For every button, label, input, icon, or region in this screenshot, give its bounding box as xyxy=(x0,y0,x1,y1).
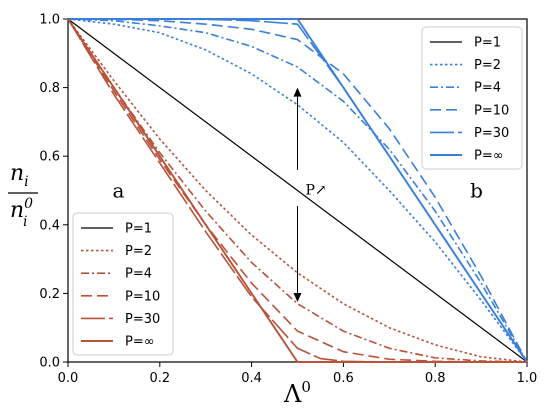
y-label-den-symbol: n xyxy=(10,198,24,223)
legend-label: P=30 xyxy=(125,312,160,327)
panel-label-a: a xyxy=(113,179,125,203)
legend-label: P=∞ xyxy=(125,335,155,350)
legend-label: P=10 xyxy=(125,289,160,304)
x-tick-label: 0.6 xyxy=(333,371,354,386)
legend-layer: P=1 P=2 P=4 P=10 P=30 P=∞ P=1 P=2 P=4 P=10 P=30 P=∞ xyxy=(72,26,523,356)
x-tick-label: 0.4 xyxy=(241,371,262,386)
legend-label: P=10 xyxy=(474,103,509,118)
x-tick-label: 1.0 xyxy=(517,371,538,386)
y-tick-label: 0.4 xyxy=(39,218,60,233)
legend-a: P=1 P=2 P=4 P=10 P=30 P=∞ xyxy=(72,212,174,356)
y-tick-label: 0.2 xyxy=(39,287,60,302)
x-tick-label: 0.2 xyxy=(149,371,170,386)
panel-label-b: b xyxy=(470,179,483,203)
series-line-blue-p4 xyxy=(67,18,528,363)
series-line-blue-p2 xyxy=(67,18,528,363)
y-label-num-symbol: n xyxy=(10,161,24,186)
arrow-down-head xyxy=(293,292,302,302)
x-axis-symbol: Λ xyxy=(283,380,302,408)
y-tick-label: 0.6 xyxy=(39,150,60,165)
x-tick-label: 0.8 xyxy=(425,371,446,386)
series-line-blue-p10 xyxy=(67,18,528,363)
x-axis-superscript: 0 xyxy=(301,378,311,396)
series-line-red-p2 xyxy=(67,18,528,363)
legend-label: P=1 xyxy=(474,36,501,51)
series-line-black-p1 xyxy=(67,18,528,363)
y-label-num-subscript: i xyxy=(24,174,28,190)
legend-label: P=4 xyxy=(474,81,501,96)
series-line-red-pinf xyxy=(67,18,527,363)
y-label-den-superscript: 0 xyxy=(24,196,33,212)
series-layer xyxy=(67,18,528,363)
y-tick-label: 0.8 xyxy=(39,81,60,96)
legend-label: P=4 xyxy=(125,267,152,282)
y-tick-label: 1.0 xyxy=(39,13,60,28)
x-axis-label: Λ0 xyxy=(283,378,311,408)
y-label-denominator: n0 i xyxy=(10,196,33,230)
y-label-numerator: ni xyxy=(10,161,29,190)
legend-label: P=2 xyxy=(125,244,152,259)
legend-label: P=2 xyxy=(474,58,501,73)
series-line-red-p4 xyxy=(67,18,528,363)
legend-label: P=30 xyxy=(474,126,509,141)
annotation-layer: P↗ xyxy=(293,87,327,302)
annotation-label: P↗ xyxy=(306,183,327,199)
legend-frame xyxy=(421,26,523,170)
x-tick-label: 0.0 xyxy=(58,371,79,386)
y-tick-label: 0.0 xyxy=(39,356,60,371)
legend-label: P=∞ xyxy=(474,149,504,164)
legend-b: P=1 P=2 P=4 P=10 P=30 P=∞ xyxy=(421,26,523,170)
legend-label: P=1 xyxy=(125,222,152,237)
y-label-den-subscript: i xyxy=(23,214,27,230)
arrow-up-head xyxy=(293,87,302,97)
legend-frame xyxy=(72,212,174,356)
series-line-blue-pinf xyxy=(68,18,528,363)
